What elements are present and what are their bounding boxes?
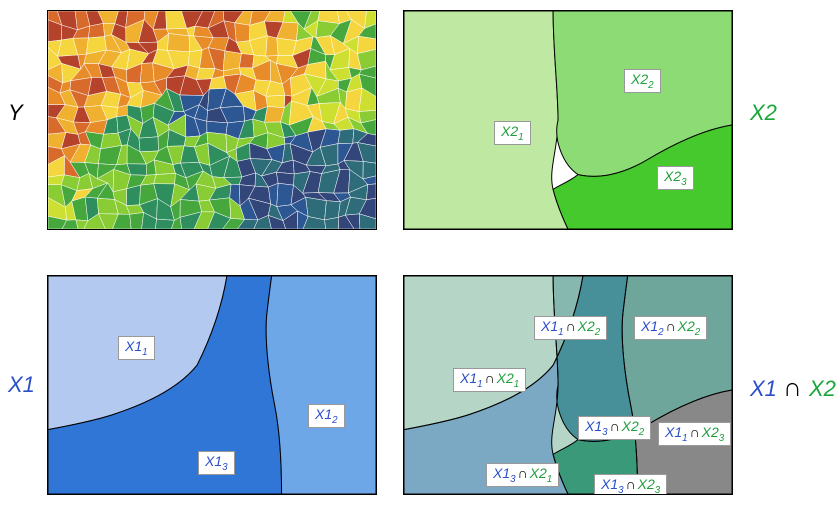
mosaic-cell	[140, 63, 154, 83]
label-combine-X1: X1	[750, 376, 777, 401]
mosaic-cell	[139, 137, 158, 152]
panel-X1: X11 X12 X13	[47, 275, 377, 495]
label-xx-b: X11∩X22	[534, 316, 607, 340]
mosaic-cell	[266, 36, 279, 56]
label-xx-a: X11∩X21	[453, 368, 526, 392]
label-xx-c: X12∩X22	[634, 316, 707, 340]
mosaic-cell	[325, 201, 341, 220]
mosaic-cell	[266, 95, 285, 108]
mosaic-cell	[366, 184, 376, 200]
mosaic-cell	[130, 212, 144, 229]
label-X1-text: X1	[8, 372, 35, 397]
mosaic-cell	[155, 219, 174, 229]
mosaic-cell	[154, 173, 176, 183]
panel-X2-svg	[404, 11, 732, 229]
panel-X2: X21 X22 X23	[403, 10, 733, 230]
label-Y: Y	[8, 100, 23, 126]
panel-Y-svg	[48, 11, 376, 229]
mosaic-cell	[127, 164, 146, 175]
figure-canvas: Y X2 X1 X1 ∩ X2 X21 X22 X23	[0, 0, 837, 512]
region-X1-2	[266, 276, 376, 494]
panel-X1capX2: X11∩X21 X11∩X22 X12∩X22 X13∩X22 X11∩X23 …	[403, 275, 733, 495]
label-Y-text: Y	[8, 100, 23, 125]
label-xx-g: X13∩X23	[594, 474, 667, 495]
mosaic-cell	[338, 129, 354, 144]
label-combine-X2: X2	[809, 376, 836, 401]
label-X1capX2: X1 ∩ X2	[750, 372, 836, 403]
mosaic-cell	[168, 33, 190, 51]
mosaic-cell	[235, 23, 250, 42]
label-xx-d: X13∩X22	[578, 416, 651, 440]
label-combine-cap: ∩	[783, 372, 809, 402]
mosaic-cell	[239, 54, 254, 68]
label-xx-f: X13∩X21	[486, 463, 559, 487]
label-region-X1-3: X13	[198, 451, 235, 475]
label-region-X2-1: X21	[494, 121, 531, 145]
panel-Y	[47, 10, 377, 230]
mosaic-cell	[126, 185, 140, 205]
label-region-X1-2: X12	[308, 404, 345, 428]
label-X2: X2	[750, 100, 777, 126]
label-X2-text: X2	[750, 100, 777, 125]
label-region-X2-2: X22	[624, 69, 661, 93]
label-region-X1-1: X11	[118, 336, 155, 360]
label-region-X2-3: X23	[657, 166, 694, 190]
label-X1: X1	[8, 372, 35, 398]
region-X2-1	[404, 11, 568, 229]
label-xx-e: X11∩X23	[658, 422, 731, 446]
